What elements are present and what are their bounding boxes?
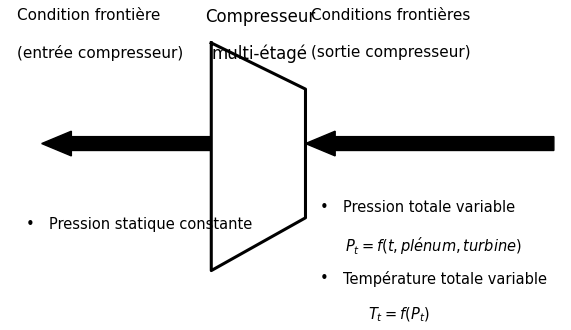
Text: Pression statique constante: Pression statique constante [49,217,252,232]
Text: •: • [320,271,328,286]
Text: Compresseur: Compresseur [204,8,315,26]
Text: (entrée compresseur): (entrée compresseur) [17,45,183,60]
FancyArrow shape [305,131,554,156]
Text: Condition frontière: Condition frontière [17,8,160,23]
Text: Température totale variable: Température totale variable [343,271,546,287]
Text: •: • [320,200,328,215]
Text: Conditions frontières: Conditions frontières [311,8,471,23]
Text: multi-étagé: multi-étagé [212,45,308,63]
Text: $T_t = f(P_t)$: $T_t = f(P_t)$ [368,306,430,324]
Text: Pression totale variable: Pression totale variable [343,200,514,215]
Text: (sortie compresseur): (sortie compresseur) [311,45,471,59]
Text: •: • [26,217,34,232]
FancyArrow shape [42,131,210,156]
Text: $P_t = f(t, pl\acute{e}num, turbine)$: $P_t = f(t, pl\acute{e}num, turbine)$ [345,235,522,257]
